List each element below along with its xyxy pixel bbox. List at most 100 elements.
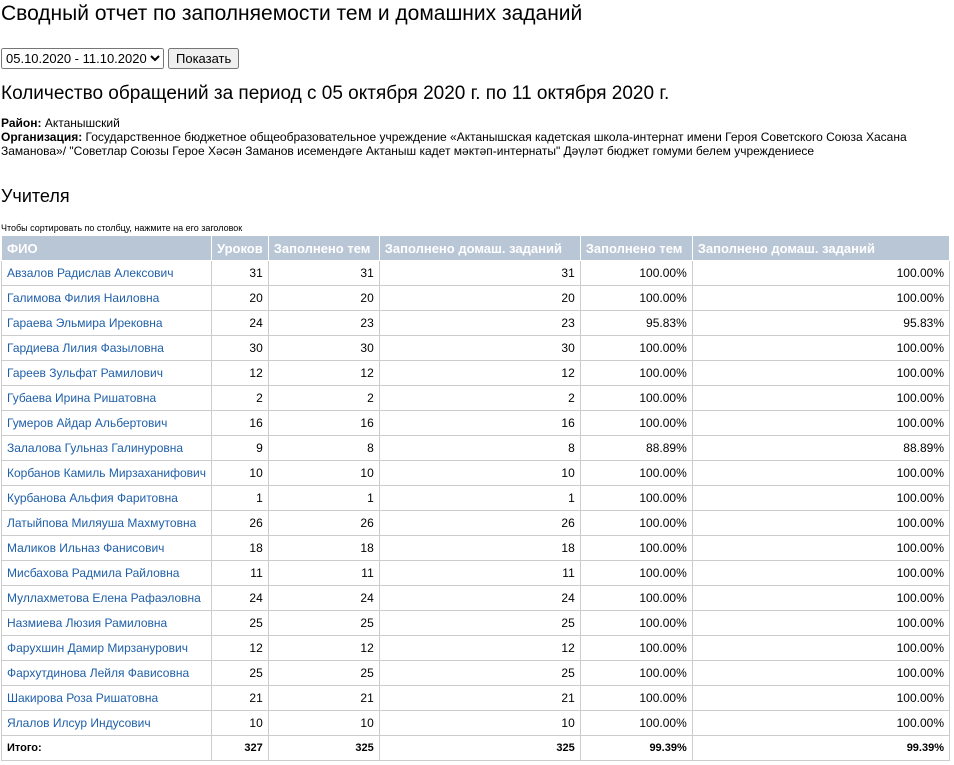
table-row: Муллахметова Елена Рафаэловна 24 24 24 100.0… xyxy=(1,585,951,611)
cell: 2 xyxy=(378,385,581,411)
period-select[interactable]: 05.10.2020 - 11.10.2020 xyxy=(1,48,164,69)
cell: 95.83% xyxy=(691,310,951,336)
cell: 12 xyxy=(211,635,269,661)
cell: Фарухшин Дамир Мирзанурович xyxy=(1,635,212,661)
cell: 12 xyxy=(378,635,581,661)
table-row: Гареев Зульфат Рамилович 12 12 12 100.00% 100… xyxy=(1,360,951,386)
table-row: Гараева Эльмира Ирековна 24 23 23 95.83% 95.8… xyxy=(1,310,951,336)
teacher-link[interactable]: Латыйпова Миляуша Махмутовна xyxy=(7,516,197,530)
teacher-link[interactable]: Фархутдинова Лейля Фависовна xyxy=(7,666,190,680)
org: Государственное бюджетное общеобразовате… xyxy=(1,130,907,158)
cell: Ялалов Илсур Индусович xyxy=(1,710,212,736)
cell: 21 xyxy=(211,685,269,711)
cell: 31 xyxy=(267,260,380,286)
teacher-link[interactable]: Курбанова Альфия Фаритовна xyxy=(7,491,178,505)
teacher-link[interactable]: Корбанов Камиль Мирзаханифович xyxy=(7,466,206,480)
cell: 16 xyxy=(211,410,269,436)
cell: 21 xyxy=(267,685,380,711)
cell: 100.00% xyxy=(579,460,693,486)
teacher-link[interactable]: Авзалов Радислав Алексович xyxy=(7,266,174,280)
teacher-link[interactable]: Ялалов Илсур Индусович xyxy=(7,716,151,730)
teacher-link[interactable]: Губаева Ирина Ришатовна xyxy=(7,391,157,405)
teachers-table: ФИО Уроков Заполнено тем Заполнено домаш. з… xyxy=(1,235,951,761)
cell: 100.00% xyxy=(579,385,693,411)
cell: 24 xyxy=(267,585,380,611)
cell: Фархутдинова Лейля Фависовна xyxy=(1,660,212,686)
cell: 23 xyxy=(378,310,581,336)
column-header[interactable]: Заполнено домаш. заданий xyxy=(691,235,951,261)
column-header[interactable]: Заполнено домаш. заданий xyxy=(378,235,581,261)
column-header[interactable]: ФИО xyxy=(1,235,212,261)
column-header[interactable]: Заполнено тем xyxy=(267,235,380,261)
cell: 10 xyxy=(267,460,380,486)
teacher-link[interactable]: Гареев Зульфат Рамилович xyxy=(7,366,163,380)
teacher-link[interactable]: Мисбахова Радмила Райловна xyxy=(7,566,180,580)
cell: 100.00% xyxy=(579,685,693,711)
table-row: Назмиева Люзия Рамиловна 25 25 25 100.00% 100… xyxy=(1,610,951,636)
cell: 100.00% xyxy=(691,660,951,686)
column-header[interactable]: Уроков xyxy=(211,235,269,261)
cell: 100.00% xyxy=(691,360,951,386)
show-button[interactable]: Показать xyxy=(168,48,240,69)
cell: 11 xyxy=(378,560,581,586)
table-row: Авзалов Радислав Алексович 31 31 31 100.00% 1… xyxy=(1,260,951,286)
teacher-link[interactable]: Гумеров Айдар Альбертович xyxy=(7,416,168,430)
cell: 100.00% xyxy=(691,535,951,561)
cell: 100.00% xyxy=(691,685,951,711)
cell: 100.00% xyxy=(579,360,693,386)
teacher-link[interactable]: Шакирова Роза Ришатовна xyxy=(7,691,159,705)
total-cell: 99.39% xyxy=(579,735,693,761)
cell: 20 xyxy=(378,285,581,311)
cell: 24 xyxy=(378,585,581,611)
cell: 100.00% xyxy=(691,560,951,586)
cell: 1 xyxy=(267,485,380,511)
table-row: Маликов Ильназ Фанисович 18 18 18 100.00% 100… xyxy=(1,535,951,561)
cell: 100.00% xyxy=(579,335,693,361)
cell: 2 xyxy=(211,385,269,411)
teacher-link[interactable]: Муллахметова Елена Рафаэловна xyxy=(7,591,201,605)
table-row: Шакирова Роза Ришатовна 21 21 21 100.00% 100.… xyxy=(1,685,951,711)
cell: 100.00% xyxy=(579,535,693,561)
table-row: Латыйпова Миляуша Махмутовна 26 26 26 100.00… xyxy=(1,510,951,536)
cell: Гареев Зульфат Рамилович xyxy=(1,360,212,386)
cell: 25 xyxy=(378,610,581,636)
cell: 25 xyxy=(211,660,269,686)
table-body: Авзалов Радислав Алексович 31 31 31 100.00% 1… xyxy=(1,260,951,761)
subtitle: Количество обращений за период с 05 октя… xyxy=(1,83,670,104)
table-row: Мисбахова Радмила Райловна 11 11 11 100.00% 1… xyxy=(1,560,951,586)
cell: Шакирова Роза Ришатовна xyxy=(1,685,212,711)
table-row: Курбанова Альфия Фаритовна 1 1 1 100.00% 100.… xyxy=(1,485,951,511)
cell: 100.00% xyxy=(579,485,693,511)
cell: 10 xyxy=(211,710,269,736)
cell: Маликов Ильназ Фанисович xyxy=(1,535,212,561)
teacher-link[interactable]: Гараева Эльмира Ирековна xyxy=(7,316,163,330)
table-row: Гардиева Лилия Фазыловна 30 30 30 100.00% 100… xyxy=(1,335,951,361)
cell: 88.89% xyxy=(579,435,693,461)
page-title: Сводный отчет по заполняемости тем и дом… xyxy=(1,2,583,25)
cell: 21 xyxy=(378,685,581,711)
teacher-link[interactable]: Назмиева Люзия Рамиловна xyxy=(7,616,168,630)
table-row: Фарухшин Дамир Мирзанурович 12 12 12 100.00%… xyxy=(1,635,951,661)
cell: 12 xyxy=(267,635,380,661)
cell: 100.00% xyxy=(691,335,951,361)
teacher-link[interactable]: Гардиева Лилия Фазыловна xyxy=(7,341,164,355)
cell: 25 xyxy=(378,660,581,686)
hint: Чтобы сортировать по столбцу, нажмите на… xyxy=(1,223,243,233)
header-row: ФИО Уроков Заполнено тем Заполнено домаш. з… xyxy=(1,235,951,261)
column-header[interactable]: Заполнено тем xyxy=(579,235,693,261)
table-row: Залалова Гульназ Галинуровна 9 8 8 88.89% 88.… xyxy=(1,435,951,461)
cell: 88.89% xyxy=(691,435,951,461)
cell: 12 xyxy=(267,360,380,386)
cell: 25 xyxy=(267,610,380,636)
cell: Латыйпова Миляуша Махмутовна xyxy=(1,510,212,536)
table-row: Фархутдинова Лейля Фависовна 25 25 25 100.00… xyxy=(1,660,951,686)
teacher-link[interactable]: Маликов Ильназ Фанисович xyxy=(7,541,165,555)
teacher-link[interactable]: Фарухшин Дамир Мирзанурович xyxy=(7,641,188,655)
cell: 12 xyxy=(211,360,269,386)
cell: 100.00% xyxy=(691,635,951,661)
teacher-link[interactable]: Залалова Гульназ Галинуровна xyxy=(7,441,184,455)
cell: Назмиева Люзия Рамиловна xyxy=(1,610,212,636)
cell: 100.00% xyxy=(691,385,951,411)
teacher-link[interactable]: Галимова Филия Наиловна xyxy=(7,291,160,305)
